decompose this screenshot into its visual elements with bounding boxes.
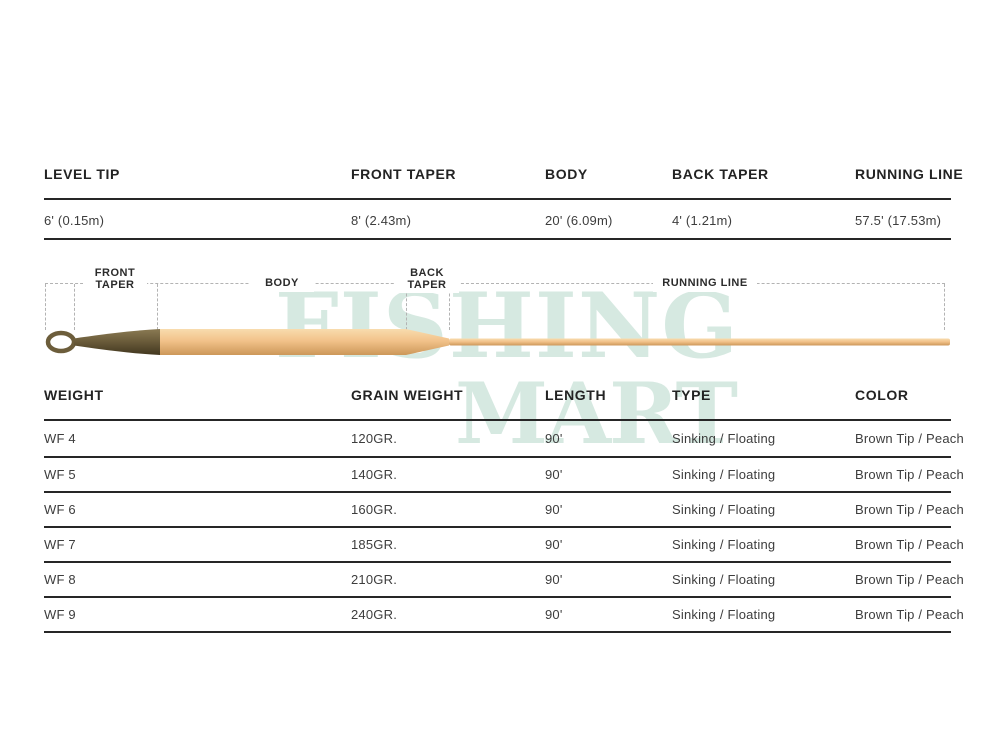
rule	[44, 198, 951, 200]
brown-tip-section	[74, 329, 160, 355]
size-cell: WF 4	[44, 431, 76, 446]
diagram-tick	[944, 284, 945, 330]
size-cell: 90'	[545, 467, 563, 482]
spec-col-header: RUNNING LINE	[855, 166, 964, 182]
spec-col-value: 8' (2.43m)	[351, 213, 412, 228]
size-table-header-row: WEIGHT GRAIN WEIGHT LENGTH TYPE COLOR	[44, 387, 951, 403]
size-cell: 90'	[545, 537, 563, 552]
welded-loop-icon	[45, 330, 77, 354]
watermark-fishing: FISHING	[274, 273, 740, 379]
size-cell: 185GR.	[351, 537, 398, 552]
size-cell: 90'	[545, 572, 563, 587]
spec-col-value: 6' (0.15m)	[44, 213, 105, 228]
size-cell: Sinking / Floating	[672, 431, 776, 446]
size-col-header: WEIGHT	[44, 387, 104, 403]
spec-col-value: 4' (1.21m)	[672, 213, 733, 228]
size-col-header: TYPE	[672, 387, 711, 403]
size-cell: 90'	[545, 607, 563, 622]
table-row: WF 5 140GR. 90' Sinking / Floating Brown Tip…	[44, 458, 964, 493]
size-cell: Sinking / Floating	[672, 572, 776, 587]
size-cell: Brown Tip / Peach	[855, 572, 964, 587]
size-cell: Sinking / Floating	[672, 537, 776, 552]
size-cell: 210GR.	[351, 572, 398, 587]
size-cell: Sinking / Floating	[672, 607, 776, 622]
spec-col-header: FRONT TAPER	[351, 166, 457, 182]
size-cell: WF 5	[44, 467, 76, 482]
diagram-tick	[74, 284, 75, 330]
running-line-section	[449, 338, 950, 346]
size-cell: Sinking / Floating	[672, 502, 776, 517]
diagram-tick	[157, 284, 158, 330]
spec-col-header: BODY	[545, 166, 588, 182]
table-row: WF 7 185GR. 90' Sinking / Floating Brown Tip…	[44, 528, 964, 563]
taper-spec-value-row: 6' (0.15m) 8' (2.43m) 20' (6.09m) 4' (1.21m…	[44, 213, 951, 228]
fly-line-illustration	[45, 329, 950, 355]
size-cell: WF 8	[44, 572, 76, 587]
size-cell: Brown Tip / Peach	[855, 502, 964, 517]
table-row: WF 6 160GR. 90' Sinking / Floating Brown Tip…	[44, 493, 964, 528]
diagram-label-front-taper: FRONT TAPER	[83, 266, 147, 293]
diagram-tick	[45, 284, 46, 330]
size-cell: 90'	[545, 431, 563, 446]
size-col-header: LENGTH	[545, 387, 607, 403]
spec-col-value: 20' (6.09m)	[545, 213, 613, 228]
size-cell: 140GR.	[351, 467, 398, 482]
table-row: WF 8 210GR. 90' Sinking / Floating Brown Tip…	[44, 563, 964, 598]
diagram-tick	[406, 284, 407, 330]
back-taper-section	[406, 329, 449, 355]
size-cell: Brown Tip / Peach	[855, 607, 964, 622]
rule	[44, 238, 951, 240]
table-row: WF 9 240GR. 90' Sinking / Floating Brown Tip…	[44, 598, 964, 633]
body-section	[160, 329, 406, 355]
spec-col-header: BACK TAPER	[672, 166, 769, 182]
size-cell: Brown Tip / Peach	[855, 467, 964, 482]
rule	[44, 419, 951, 421]
size-col-header: COLOR	[855, 387, 909, 403]
size-cell: 120GR.	[351, 431, 398, 446]
taper-spec-header-row: LEVEL TIP FRONT TAPER BODY BACK TAPER RUNNIN…	[44, 166, 964, 182]
diagram-dashed-baseline	[45, 283, 945, 284]
size-col-header: GRAIN WEIGHT	[351, 387, 464, 403]
size-cell: 240GR.	[351, 607, 398, 622]
spec-col-header: LEVEL TIP	[44, 166, 120, 182]
diagram-label-body: BODY	[250, 276, 314, 292]
size-cell: 90'	[545, 502, 563, 517]
size-cell: WF 9	[44, 607, 76, 622]
size-cell: 160GR.	[351, 502, 398, 517]
size-cell: WF 7	[44, 537, 76, 552]
size-cell: Sinking / Floating	[672, 467, 776, 482]
size-cell: Brown Tip / Peach	[855, 537, 964, 552]
size-cell: Brown Tip / Peach	[855, 431, 964, 446]
size-table-body: WF 4 120GR. 90' Sinking / Floating Brown Tip…	[44, 421, 964, 633]
diagram-tick	[449, 284, 450, 330]
diagram-label-back-taper: BACK TAPER	[395, 266, 459, 293]
spec-col-value: 57.5' (17.53m)	[855, 213, 942, 228]
watermark-mart: MART	[455, 364, 738, 463]
diagram-label-running-line: RUNNING LINE	[653, 276, 757, 292]
size-cell: WF 6	[44, 502, 76, 517]
table-row: WF 4 120GR. 90' Sinking / Floating Brown Tip…	[44, 421, 964, 458]
